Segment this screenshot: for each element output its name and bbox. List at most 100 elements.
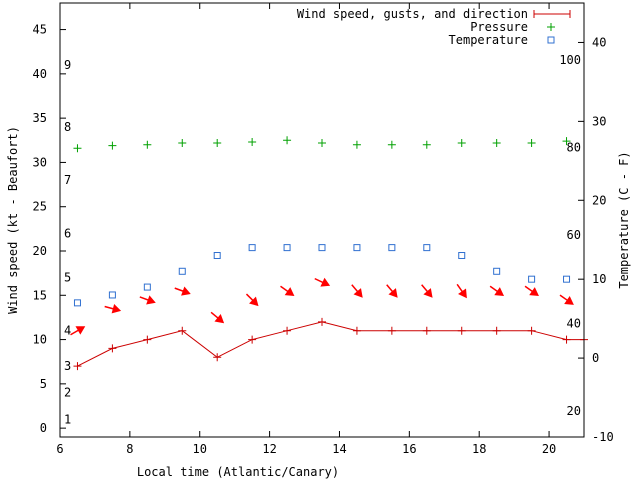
legend-label-pressure: Pressure	[470, 20, 528, 34]
wind-speed-point	[248, 335, 257, 344]
wind-speed-point	[213, 353, 222, 362]
wind-direction-arrow	[245, 293, 259, 307]
fahrenheit-label: 40	[567, 316, 581, 330]
temperature-point	[528, 275, 536, 283]
temperature-point	[248, 244, 256, 252]
legend-label-wind: Wind speed, gusts, and direction	[297, 7, 528, 21]
wind-speed-point	[283, 326, 292, 335]
temperature-point	[318, 244, 326, 252]
wind-speed-point	[527, 326, 536, 335]
wind-direction-arrow	[210, 311, 225, 324]
fahrenheit-label: 20	[567, 404, 581, 418]
wind-direction-arrow	[456, 283, 467, 299]
y-right-tick-label: 0	[592, 351, 599, 365]
wind-speed-point	[352, 326, 361, 335]
wind-speed-point	[178, 326, 187, 335]
pressure-point	[318, 138, 326, 147]
y-right-tick-label: 10	[592, 272, 606, 286]
temperature-point	[423, 244, 431, 252]
wind-speed-line	[77, 321, 584, 367]
beaufort-label: 8	[64, 120, 71, 134]
wind-speed-point	[457, 326, 466, 335]
pressure-point	[457, 138, 466, 147]
plot-border	[59, 2, 585, 438]
temperature-point	[458, 252, 466, 260]
temperature-point	[143, 283, 151, 291]
wind-speed-point	[318, 317, 326, 326]
pressure-point	[492, 138, 501, 147]
fahrenheit-label: 100	[559, 53, 581, 67]
x-tick-label: 8	[126, 442, 133, 456]
pressure-point	[178, 138, 187, 147]
pressure-point	[248, 138, 257, 147]
pressure-point	[422, 140, 431, 149]
wind-speed-point	[492, 326, 501, 335]
plot-area	[60, 3, 584, 437]
wind-direction-arrow	[139, 295, 156, 305]
y-left-tick-label: 30	[33, 155, 47, 169]
beaufort-label: 5	[64, 271, 71, 285]
beaufort-label: 3	[64, 359, 71, 373]
pressure-point	[283, 136, 292, 145]
y-left-tick-label: 0	[40, 421, 47, 435]
pressure-point	[562, 137, 571, 146]
y-left-tick-label: 10	[33, 333, 47, 347]
y-right-tick-label: -10	[592, 430, 614, 444]
x-tick-label: 12	[262, 442, 276, 456]
beaufort-label: 6	[64, 226, 71, 240]
legend-label-temperature: Temperature	[449, 33, 528, 47]
fahrenheit-label: 80	[567, 140, 581, 154]
beaufort-label: 2	[64, 386, 71, 400]
pressure-point	[108, 141, 117, 150]
temperature-point	[563, 275, 571, 283]
wind-direction-arrow	[524, 285, 539, 297]
y-left-tick-label: 40	[33, 67, 47, 81]
x-axis-label: Local time (Atlantic/Canary)	[137, 465, 339, 479]
beaufort-label: 7	[64, 173, 71, 187]
x-tick-label: 6	[56, 442, 63, 456]
y-right-axis-label: Temperature (C - F)	[617, 151, 631, 288]
wind-direction-arrow	[314, 277, 331, 287]
x-tick-label: 18	[472, 442, 486, 456]
wind-speed-point	[143, 335, 152, 344]
wind-speed-point	[422, 326, 431, 335]
legend-symbol-wind	[533, 10, 571, 18]
temperature-point	[213, 252, 221, 260]
y-left-tick-label: 20	[33, 244, 47, 258]
temperature-point	[493, 267, 501, 275]
pressure-point	[527, 138, 536, 147]
wind-direction-arrow	[559, 294, 574, 305]
temperature-point	[108, 291, 116, 299]
temperature-point	[283, 244, 291, 252]
wind-direction-arrow	[386, 284, 398, 298]
x-tick-label: 16	[402, 442, 416, 456]
wind-speed-point	[387, 326, 396, 335]
legend: Wind speed, gusts, and direction Pressur…	[297, 7, 571, 47]
wind-direction-arrow	[421, 284, 433, 298]
y-left-tick-label: 5	[40, 377, 47, 391]
wind-direction-arrow	[70, 326, 86, 336]
x-tick-label: 14	[332, 442, 346, 456]
pressure-point	[387, 140, 396, 149]
wind-speed-point	[562, 335, 571, 344]
wind-direction-arrow	[489, 285, 505, 297]
legend-symbol-temperature	[547, 36, 555, 44]
wind-speed-point	[108, 344, 117, 353]
y-right-tick-label: 20	[592, 193, 606, 207]
wind-direction-arrow	[104, 304, 122, 314]
temperature-point	[353, 244, 361, 252]
beaufort-label: 4	[64, 324, 71, 338]
pressure-point	[73, 144, 82, 153]
y-right-tick-label: 30	[592, 114, 606, 128]
wind-direction-arrow	[174, 286, 191, 296]
x-tick-label: 20	[542, 442, 556, 456]
pressure-point	[213, 138, 222, 147]
fahrenheit-label: 60	[567, 228, 581, 242]
x-tick-label: 10	[193, 442, 207, 456]
pressure-point	[143, 140, 152, 149]
temperature-point	[73, 299, 81, 307]
wind-direction-arrow	[351, 284, 363, 298]
y-right-tick-label: 40	[592, 35, 606, 49]
y-left-tick-label: 25	[33, 200, 47, 214]
